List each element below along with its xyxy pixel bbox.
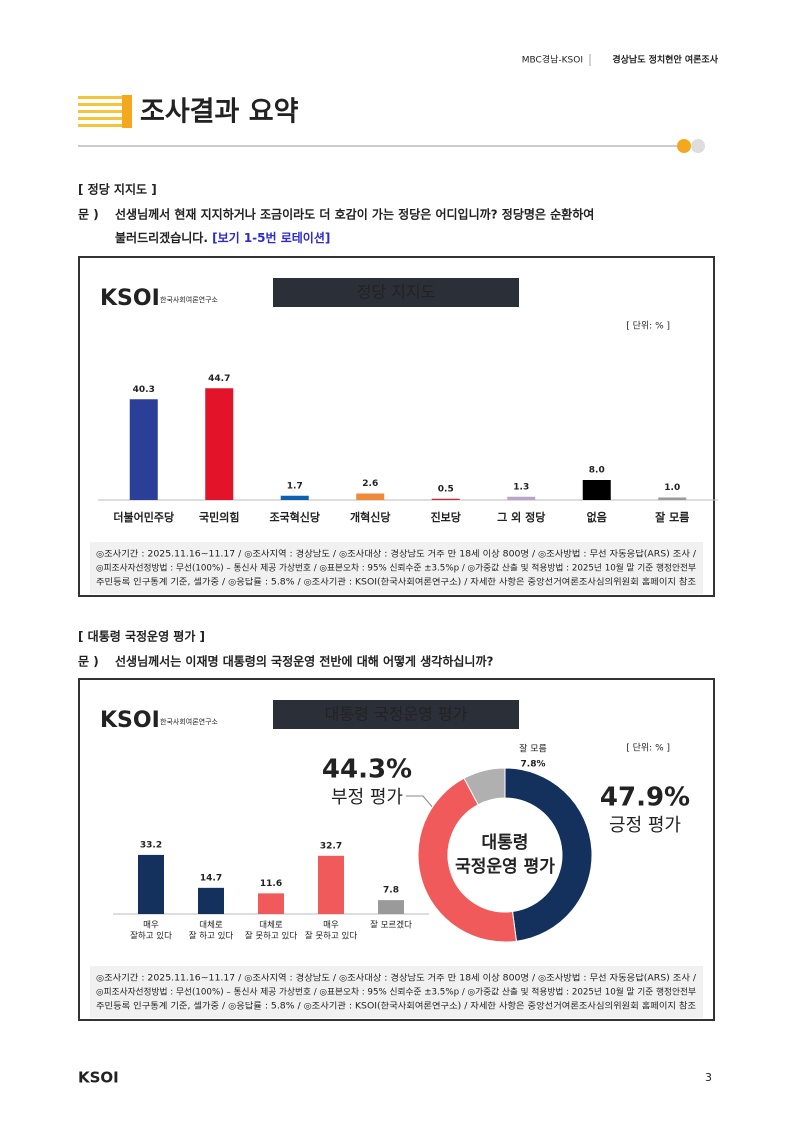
question-text: 불러드리겠습니다. <box>115 230 208 245</box>
unit-label: [ 단위: % ] <box>626 321 670 332</box>
bar <box>431 498 460 500</box>
value-label: 40.3 <box>133 385 155 395</box>
chart-frame <box>78 678 715 1021</box>
pie-value-label: 7.8% <box>521 760 546 770</box>
category-label: 국민의힘 <box>199 510 239 524</box>
bar <box>258 893 284 914</box>
category-label: 개혁신당 <box>350 510 390 524</box>
logo: KSOI <box>100 708 160 733</box>
header-source: MBC경남-KSOI <box>522 54 583 66</box>
bar <box>318 855 344 914</box>
value-label: 14.7 <box>200 873 222 883</box>
question-note: [보기 1-5번 로테이션] <box>212 230 330 245</box>
footnote-line: ◎피조사자선정방법 : 무선(100%) – 통신사 제공 가상번호 / ◎표본… <box>96 987 696 998</box>
category-label: 잘 못하고 있다 <box>245 931 298 942</box>
footnote-box <box>90 966 703 1018</box>
category-label: 잘 못하고 있다 <box>305 931 358 942</box>
chart-title: 대통령 국정운영 평가 <box>325 705 468 724</box>
logo-sub: 한국사회여론연구소 <box>160 295 219 304</box>
donut-segment <box>417 777 518 943</box>
chart-title-bar <box>273 700 519 729</box>
pie-name-label: 부정 평가 <box>331 787 403 808</box>
chart-box: KSOI 한국사회여론연구소 대통령 국정운영 평가 [ 단위: % ] 33.… <box>78 678 715 1021</box>
value-label: 0.5 <box>438 484 454 494</box>
chart-title: 정당 지지도 <box>357 283 436 302</box>
category-label: 더불어민주당 <box>113 510 174 524</box>
question-prefix: 문 ) <box>78 208 99 222</box>
category-label: 잘하고 있다 <box>130 931 172 942</box>
title-deco <box>78 95 132 128</box>
section-heading: [ 정당 지지도 ] <box>78 182 157 197</box>
category-label: 잘 하고 있다 <box>189 931 234 942</box>
question-line: 선생님께서 현재 지지하거나 조금이라도 더 호감이 가는 정당은 어디입니까?… <box>115 207 594 222</box>
category-label: 진보당 <box>431 510 461 524</box>
pie-name-label: 긍정 평가 <box>609 815 681 836</box>
donut-segment <box>463 767 506 806</box>
category-label: 매우 <box>143 921 159 931</box>
logo-sub: 한국사회여론연구소 <box>160 717 219 726</box>
question-line: 불러드리겠습니다. [보기 1-5번 로테이션] <box>115 230 330 245</box>
logo: KSOI <box>100 286 160 311</box>
question-line: 선생님께서는 이재명 대통령의 국정운영 전반에 대해 어떻게 생각하십니까? <box>115 654 493 669</box>
section-heading: [ 대통령 국정운영 평가 ] <box>78 629 205 644</box>
bar <box>582 480 611 500</box>
page-number: 3 <box>705 1071 712 1084</box>
page-title: 조사결과 요약 <box>140 97 299 128</box>
footnote-box <box>90 542 703 594</box>
category-label: 대체로 <box>259 920 283 931</box>
value-label: 1.0 <box>664 483 680 493</box>
donut-segment <box>504 767 593 942</box>
unit-label: [ 단위: % ] <box>626 743 670 754</box>
bar <box>198 887 224 914</box>
question-prefix: 문 ) <box>78 655 99 669</box>
category-label: 없음 <box>587 511 607 524</box>
bar <box>138 854 164 914</box>
bar <box>356 493 385 500</box>
value-label: 44.7 <box>208 374 230 384</box>
footnote-line: ◎조사기간 : 2025.11.16~11.17 / ◎조사지역 : 경상남도 … <box>96 973 696 984</box>
value-label: 32.7 <box>320 841 342 851</box>
value-label: 8.0 <box>589 466 605 476</box>
pie-value-label: 44.3% <box>322 755 412 785</box>
bar <box>280 495 309 500</box>
footnote-line: ◎피조사자선정방법 : 무선(100%) – 통신사 제공 가상번호 / ◎표본… <box>96 563 696 574</box>
footer-logo: KSOI <box>78 1069 119 1087</box>
bar <box>129 399 158 500</box>
value-label: 1.7 <box>287 481 303 491</box>
footnote-line: 주민등록 인구통계 기준, 셀가중 / ◎응답률 : 5.8% / ◎조사기관 … <box>96 1001 696 1012</box>
bar <box>658 497 687 500</box>
category-label: 잘 모름 <box>655 511 689 524</box>
category-label: 그 외 정당 <box>497 510 545 524</box>
pie-name-label: 잘 모름 <box>519 743 547 755</box>
chart-box: KSOI 한국사회여론연구소 정당 지지도 [ 단위: % ] 40.3 더불어민… <box>78 256 718 597</box>
category-label: 대체로 <box>199 920 223 931</box>
category-label: 매우 <box>323 921 339 931</box>
rule-dot <box>691 139 705 153</box>
chart-title-bar <box>273 278 519 307</box>
value-label: 1.3 <box>513 482 529 492</box>
bar <box>378 900 404 914</box>
pie-value-label: 47.9% <box>600 783 690 813</box>
value-label: 33.2 <box>140 840 162 850</box>
category-label: 잘 모르겠다 <box>370 920 412 931</box>
bar <box>205 388 234 500</box>
chart-frame <box>78 256 715 597</box>
category-label: 조국혁신당 <box>269 510 320 524</box>
bar <box>507 496 536 500</box>
value-label: 7.8 <box>383 886 399 896</box>
value-label: 2.6 <box>362 479 378 489</box>
value-label: 11.6 <box>260 879 282 889</box>
footnote-line: 주민등록 인구통계 기준, 셀가중 / ◎응답률 : 5.8% / ◎조사기관 … <box>96 577 696 588</box>
header-title: 경상남도 정치현안 여론조사 <box>612 54 718 66</box>
rule-dot <box>677 139 691 153</box>
footnote-line: ◎조사기간 : 2025.11.16~11.17 / ◎조사지역 : 경상남도 … <box>96 549 696 560</box>
pie-center-label: 대통령 <box>482 832 529 853</box>
pie-center-label: 국정운영 평가 <box>455 857 555 877</box>
